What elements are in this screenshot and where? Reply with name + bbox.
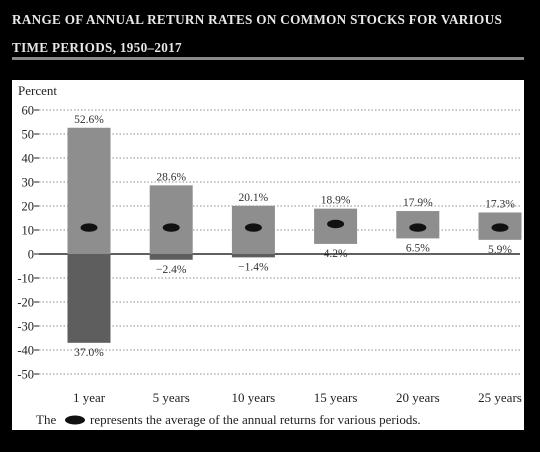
average-marker bbox=[327, 219, 345, 229]
chart-panel: 60 50 40 30 20 10 0 -10 -20 -30 -40 -50 52.6% 37.0% 2… bbox=[12, 80, 524, 430]
high-label: 28.6% bbox=[156, 171, 186, 183]
legend-prefix: The bbox=[36, 412, 56, 427]
average-marker bbox=[162, 223, 180, 232]
category-label: 5 years bbox=[153, 390, 190, 405]
y-axis: 60 50 40 30 20 10 0 -10 -20 -30 -40 -50 bbox=[17, 104, 39, 382]
gridlines bbox=[39, 109, 520, 375]
low-label: 37.0% bbox=[74, 347, 104, 359]
y-tick-label: 60 bbox=[22, 104, 35, 118]
bar-negative bbox=[67, 254, 111, 343]
high-label: 17.3% bbox=[485, 198, 515, 210]
chart-svg: 60 50 40 30 20 10 0 -10 -20 -30 -40 -50 52.6% 37.0% 2… bbox=[17, 83, 522, 427]
bar-positive bbox=[67, 127, 111, 254]
y-tick-label: 20 bbox=[22, 200, 35, 214]
y-tick-label: -30 bbox=[17, 320, 34, 334]
category-label: 20 years bbox=[396, 390, 440, 405]
category-label: 10 years bbox=[232, 390, 276, 405]
low-label: 5.9% bbox=[488, 244, 512, 256]
average-marker bbox=[409, 223, 427, 232]
high-label: 20.1% bbox=[239, 192, 269, 204]
y-tick-label: -40 bbox=[17, 344, 34, 358]
bar-positive bbox=[149, 185, 193, 254]
low-label: −2.4% bbox=[156, 264, 187, 276]
high-label: 17.9% bbox=[403, 197, 433, 209]
bar-negative bbox=[149, 254, 193, 260]
category-label: 25 years bbox=[478, 390, 522, 405]
low-label: 4.2% bbox=[324, 248, 348, 260]
low-label: −1.4% bbox=[238, 261, 269, 273]
y-tick-label: 0 bbox=[28, 248, 34, 262]
category-label: 1 year bbox=[73, 390, 106, 405]
average-marker bbox=[80, 223, 98, 232]
title-divider bbox=[12, 57, 524, 60]
category-labels: 1 year 5 years 10 years 15 years 20 years 25 … bbox=[73, 390, 522, 405]
high-label: 52.6% bbox=[74, 114, 104, 126]
low-label: 6.5% bbox=[406, 242, 430, 254]
y-tick-label: -10 bbox=[17, 272, 34, 286]
average-marker bbox=[244, 223, 262, 232]
y-tick-label: 40 bbox=[22, 152, 35, 166]
legend-text: represents the average of the annual ret… bbox=[90, 412, 421, 427]
chart-title: RANGE OF ANNUAL RETURN RATES ON COMMON S… bbox=[12, 12, 503, 55]
legend-average-marker bbox=[65, 415, 85, 425]
average-marker bbox=[491, 223, 509, 232]
bar-negative bbox=[231, 254, 275, 258]
y-tick-label: -20 bbox=[17, 296, 34, 310]
bars bbox=[67, 127, 522, 343]
y-tick-label: 50 bbox=[22, 128, 35, 142]
y-axis-title: Percent bbox=[18, 83, 57, 98]
category-label: 15 years bbox=[314, 390, 358, 405]
high-label: 18.9% bbox=[321, 195, 351, 207]
y-tick-label: 30 bbox=[22, 176, 35, 190]
data-labels: 52.6% 37.0% 28.6% −2.4% 20.1% −1.4% 18.9% 4.2% 1… bbox=[74, 114, 515, 359]
y-tick-label: -50 bbox=[17, 368, 34, 382]
y-tick-label: 10 bbox=[22, 224, 35, 238]
